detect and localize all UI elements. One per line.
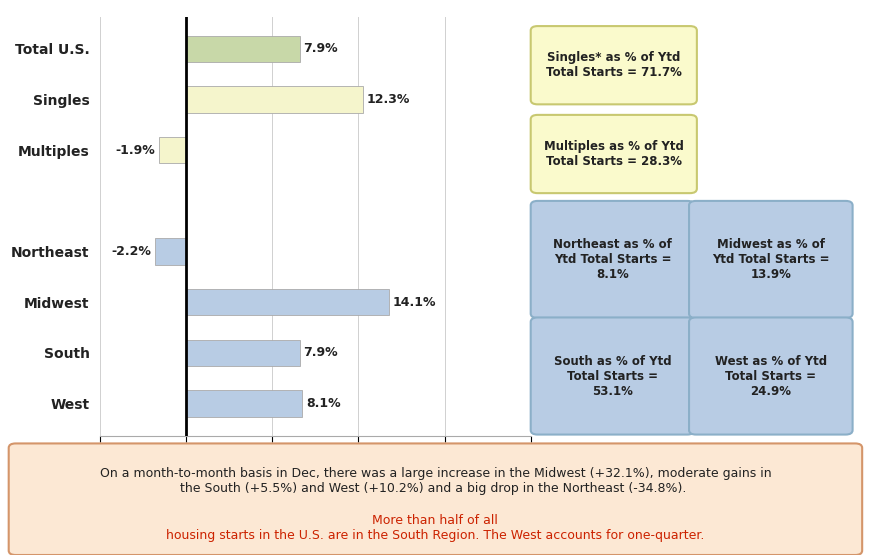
Text: More than half of all
housing starts in the U.S. are in the South Region. The We: More than half of all housing starts in … <box>166 514 704 542</box>
Text: Multiples as % of Ytd
Total Starts = 28.3%: Multiples as % of Ytd Total Starts = 28.… <box>543 140 683 168</box>
Text: 8.1%: 8.1% <box>306 397 341 410</box>
Bar <box>159 137 186 163</box>
Bar <box>186 390 302 417</box>
Text: 12.3%: 12.3% <box>366 93 409 106</box>
Bar <box>186 289 388 315</box>
Text: -2.2%: -2.2% <box>111 245 151 258</box>
Text: -1.9%: -1.9% <box>116 144 156 157</box>
Text: On a month-to-month basis in Dec, there was a large increase in the Midwest (+32: On a month-to-month basis in Dec, there … <box>100 467 770 495</box>
Bar <box>186 36 299 62</box>
X-axis label: Ytd % Change: Ytd % Change <box>255 467 375 482</box>
Text: 7.9%: 7.9% <box>302 346 337 359</box>
Text: 7.9%: 7.9% <box>302 42 337 56</box>
Text: Singles* as % of Ytd
Total Starts = 71.7%: Singles* as % of Ytd Total Starts = 71.7… <box>545 51 681 79</box>
Bar <box>186 87 362 113</box>
Text: West as % of Ytd
Total Starts =
24.9%: West as % of Ytd Total Starts = 24.9% <box>714 355 826 397</box>
Text: South as % of Ytd
Total Starts =
53.1%: South as % of Ytd Total Starts = 53.1% <box>553 355 671 397</box>
Bar <box>155 238 186 265</box>
Text: Midwest as % of
Ytd Total Starts =
13.9%: Midwest as % of Ytd Total Starts = 13.9% <box>711 238 829 281</box>
Text: Northeast as % of
Ytd Total Starts =
8.1%: Northeast as % of Ytd Total Starts = 8.1… <box>553 238 671 281</box>
Bar <box>186 340 299 366</box>
Text: 14.1%: 14.1% <box>392 296 435 309</box>
